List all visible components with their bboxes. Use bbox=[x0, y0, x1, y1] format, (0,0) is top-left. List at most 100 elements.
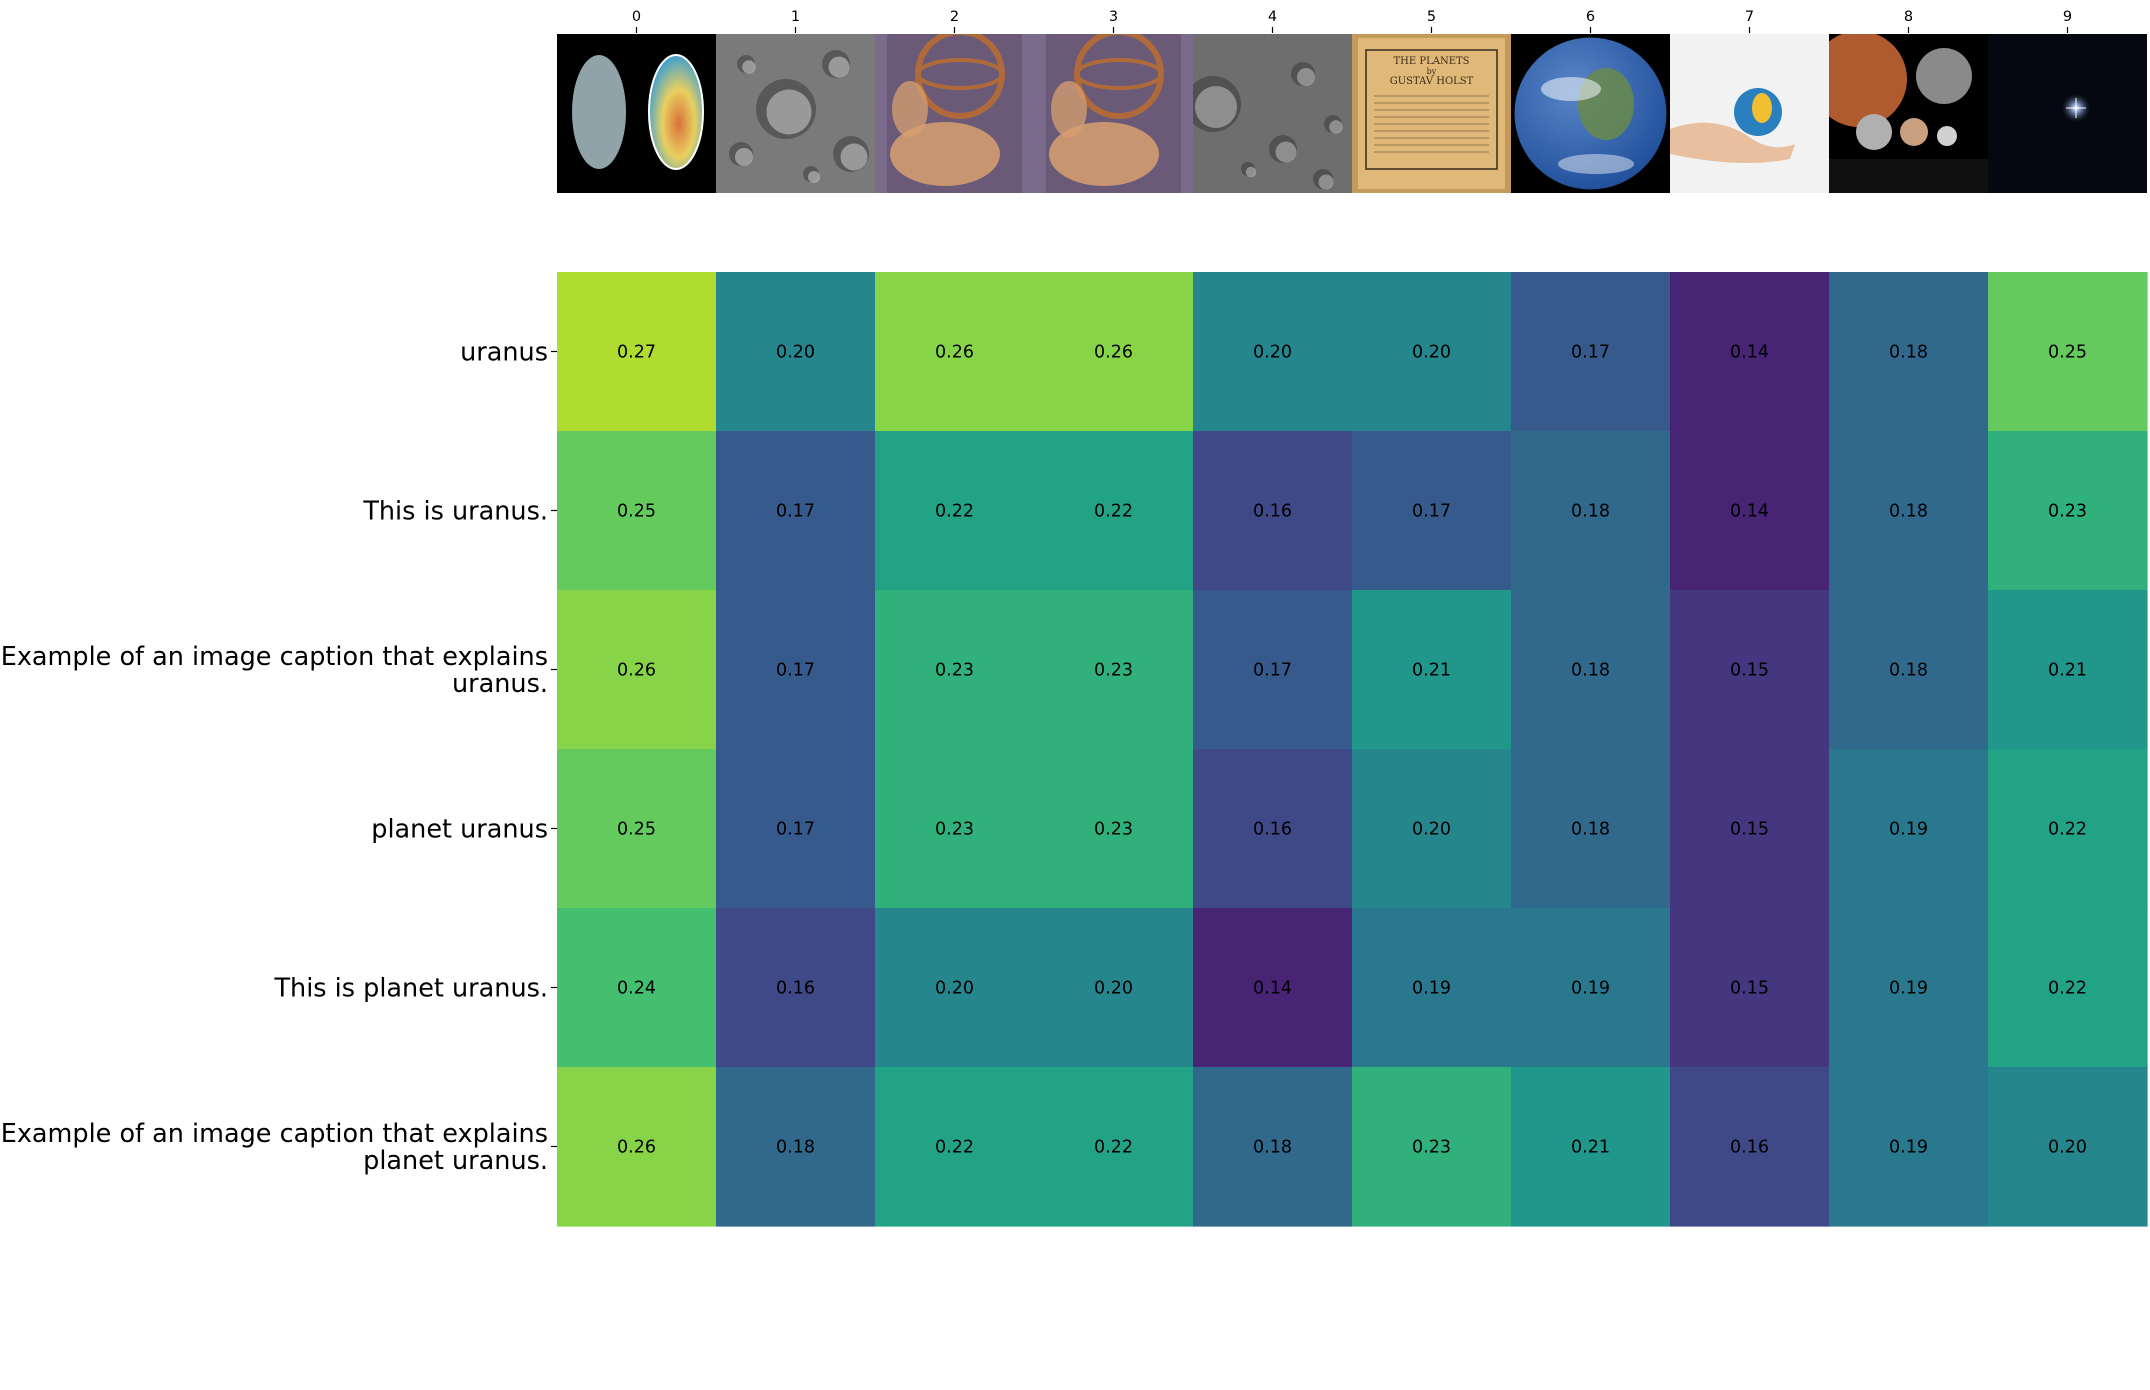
heatmap-cell bbox=[1352, 272, 1512, 432]
cell-value-label: 0.26 bbox=[1094, 343, 1133, 363]
crater-shape bbox=[1318, 174, 1334, 190]
heatmap-cell bbox=[1670, 908, 1830, 1068]
cell-value-label: 0.22 bbox=[2048, 979, 2087, 999]
heatmap-cell bbox=[1511, 749, 1671, 909]
cell-value-label: 0.26 bbox=[617, 661, 656, 681]
heatmap-cell bbox=[716, 590, 876, 750]
row-label-line: planet uranus. bbox=[363, 1146, 548, 1176]
cell-value-label: 0.26 bbox=[617, 1138, 656, 1158]
cell-value-label: 0.21 bbox=[1412, 661, 1451, 681]
row-label-line: uranus bbox=[460, 338, 548, 368]
heatmap-cell bbox=[1193, 908, 1353, 1068]
heatmap-cell bbox=[1988, 272, 2148, 432]
crater-shape bbox=[742, 60, 756, 74]
cell-value-label: 0.16 bbox=[1730, 1138, 1769, 1158]
cell-value-label: 0.16 bbox=[776, 979, 815, 999]
column-image bbox=[1511, 34, 1670, 193]
cell-value-label: 0.23 bbox=[1094, 661, 1133, 681]
heatmap-cell bbox=[557, 590, 717, 750]
column-label: 1 bbox=[791, 9, 800, 25]
crater-shape bbox=[1329, 120, 1343, 134]
cell-value-label: 0.21 bbox=[2048, 661, 2087, 681]
cell-value-label: 0.18 bbox=[1571, 820, 1610, 840]
row-label: planet uranus bbox=[371, 815, 548, 845]
column-label: 3 bbox=[1109, 9, 1118, 25]
heatmap-cell bbox=[1829, 749, 1989, 909]
cell-value-label: 0.14 bbox=[1253, 979, 1292, 999]
cell-value-label: 0.17 bbox=[776, 820, 815, 840]
heatmap-cell bbox=[557, 749, 717, 909]
row-label: Example of an image caption that explain… bbox=[1, 642, 548, 699]
heatmap-cell bbox=[1829, 590, 1989, 750]
crater-shape bbox=[766, 89, 812, 135]
cover-title-text: GUSTAV HOLST bbox=[1390, 76, 1474, 87]
heatmap-cell bbox=[1670, 749, 1830, 909]
cell-value-label: 0.18 bbox=[1889, 661, 1928, 681]
cell-value-label: 0.15 bbox=[1730, 820, 1769, 840]
cell-value-label: 0.20 bbox=[2048, 1138, 2087, 1158]
cell-value-label: 0.25 bbox=[617, 820, 656, 840]
heatmap-cell bbox=[1511, 431, 1671, 591]
heatmap-cell bbox=[1352, 431, 1512, 591]
column-image bbox=[1829, 34, 1988, 193]
cell-value-label: 0.23 bbox=[1412, 1138, 1451, 1158]
cell-value-label: 0.20 bbox=[1412, 343, 1451, 363]
cell-value-label: 0.21 bbox=[1571, 1138, 1610, 1158]
painted-figure bbox=[890, 122, 1000, 186]
cell-value-label: 0.18 bbox=[1889, 502, 1928, 522]
cell-value-label: 0.19 bbox=[1412, 979, 1451, 999]
hand-shape bbox=[1670, 122, 1795, 163]
cell-value-label: 0.19 bbox=[1889, 820, 1928, 840]
heatmap-cell bbox=[1034, 431, 1194, 591]
crater-shape bbox=[840, 143, 868, 171]
cell-value-label: 0.20 bbox=[1253, 343, 1292, 363]
crater-shape bbox=[1275, 141, 1297, 163]
row-label-line: planet uranus bbox=[371, 815, 548, 845]
column-label: 2 bbox=[950, 9, 959, 25]
column-label: 5 bbox=[1427, 9, 1436, 25]
heatmap-cell bbox=[1034, 749, 1194, 909]
cell-value-label: 0.20 bbox=[1412, 820, 1451, 840]
row-label: This is uranus. bbox=[362, 497, 548, 527]
cell-value-label: 0.18 bbox=[776, 1138, 815, 1158]
cell-value-label: 0.20 bbox=[1094, 979, 1133, 999]
row-label-line: Example of an image caption that explain… bbox=[1, 1119, 548, 1149]
column-label: 7 bbox=[1745, 9, 1754, 25]
cell-value-label: 0.22 bbox=[935, 1138, 974, 1158]
row-label-line: uranus. bbox=[452, 669, 548, 699]
heatmap-cell bbox=[1511, 908, 1671, 1068]
heatmap-cell bbox=[1352, 749, 1512, 909]
heatmap-cell bbox=[716, 908, 876, 1068]
cell-value-label: 0.23 bbox=[935, 661, 974, 681]
cell-value-label: 0.17 bbox=[1412, 502, 1451, 522]
cover-title-text: THE PLANETS bbox=[1393, 56, 1469, 67]
heatmap-cell bbox=[1670, 272, 1830, 432]
cell-value-label: 0.15 bbox=[1730, 661, 1769, 681]
moon-shape bbox=[1916, 48, 1972, 104]
heatmap-cell bbox=[1034, 590, 1194, 750]
column-label: 0 bbox=[632, 9, 641, 25]
heatmap-cell bbox=[1670, 1067, 1830, 1227]
heatmap-cell bbox=[875, 749, 1035, 909]
heatmap-cell bbox=[557, 908, 717, 1068]
column-image bbox=[1988, 34, 2147, 193]
crater-shape bbox=[1195, 86, 1237, 128]
column-image bbox=[557, 34, 716, 193]
heatmap-cell bbox=[1829, 431, 1989, 591]
row-label-line: This is uranus. bbox=[362, 497, 548, 527]
crater-shape bbox=[828, 56, 850, 78]
row-label: This is planet uranus. bbox=[273, 974, 548, 1004]
planet-gray-shape bbox=[572, 55, 626, 169]
heatmap-cell bbox=[1193, 431, 1353, 591]
cell-value-label: 0.19 bbox=[1571, 979, 1610, 999]
heatmap-cell bbox=[1988, 908, 2148, 1068]
cell-value-label: 0.18 bbox=[1253, 1138, 1292, 1158]
heatmap-cell bbox=[716, 1067, 876, 1227]
cell-value-label: 0.14 bbox=[1730, 502, 1769, 522]
cell-value-label: 0.25 bbox=[2048, 343, 2087, 363]
cell-value-label: 0.22 bbox=[935, 502, 974, 522]
column-label: 9 bbox=[2063, 9, 2072, 25]
heatmap-cell bbox=[875, 590, 1035, 750]
